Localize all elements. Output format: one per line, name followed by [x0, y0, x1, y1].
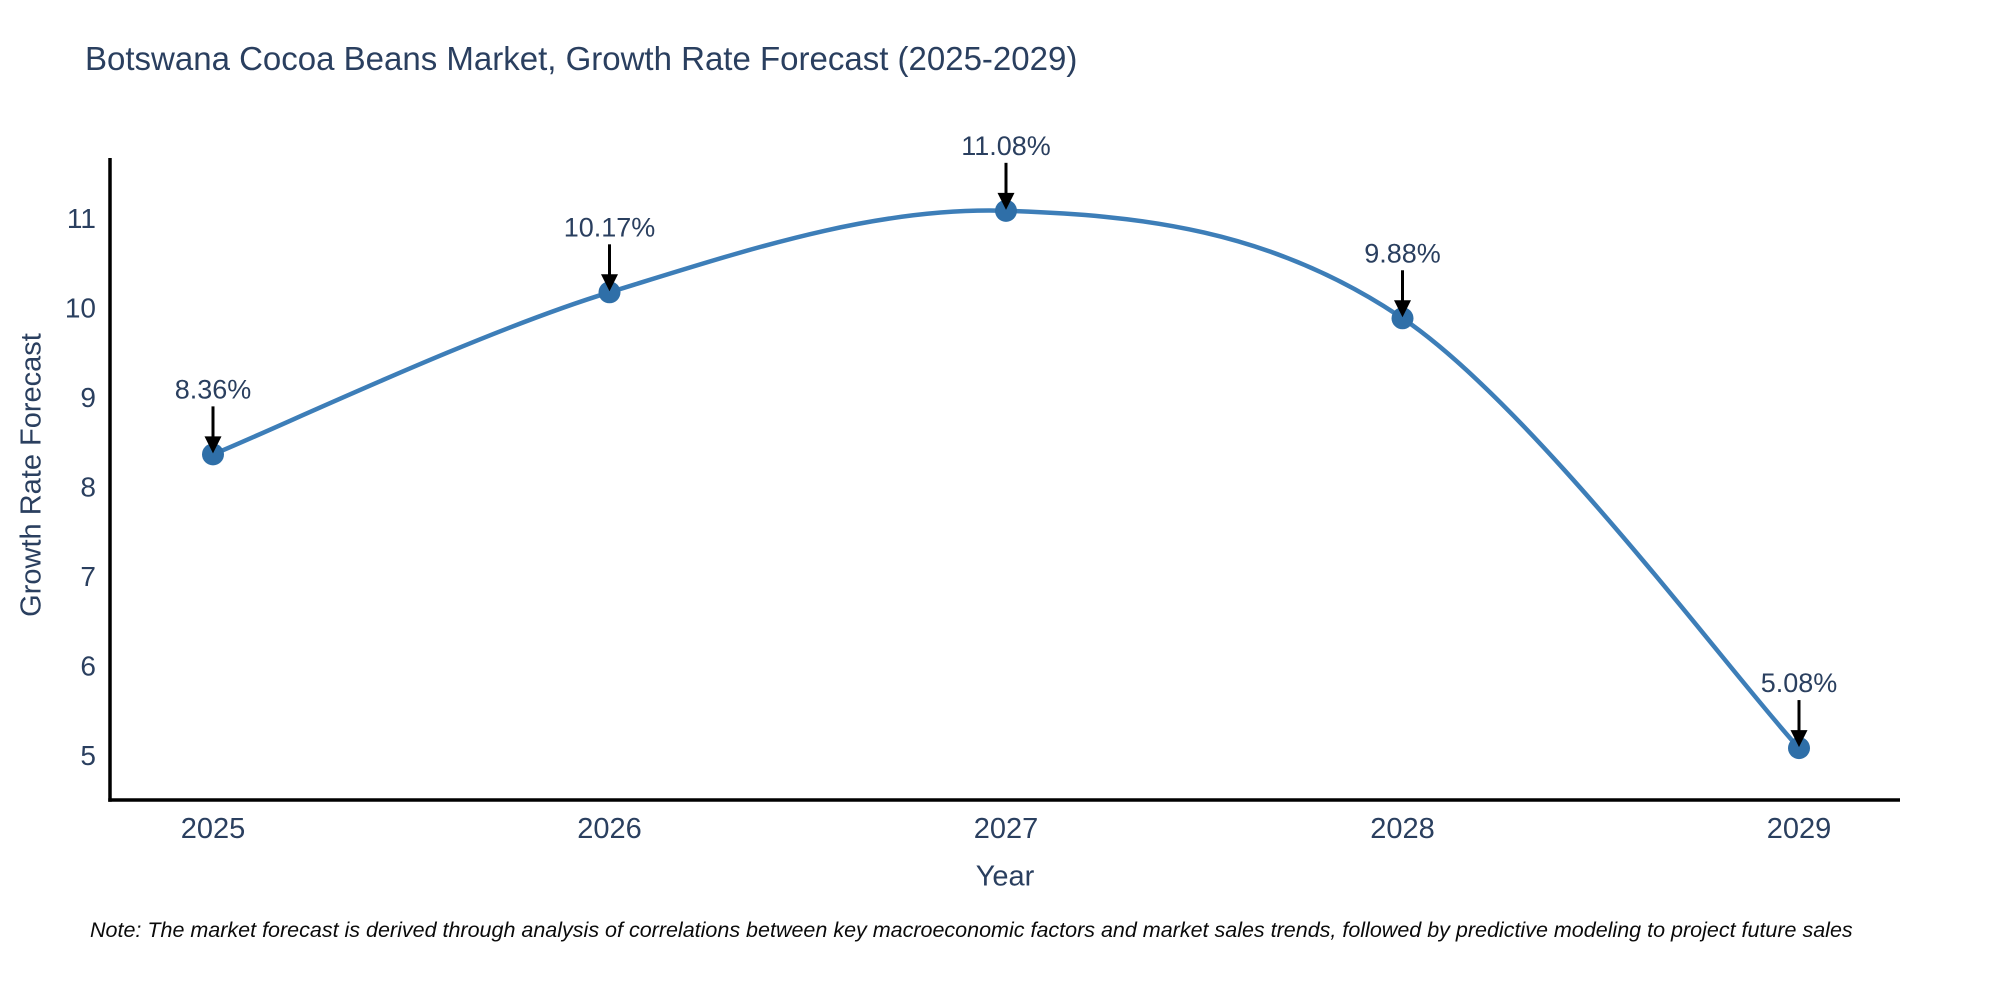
x-tick-label-2029: 2029 [1767, 813, 1832, 845]
y-tick-label-8: 8 [80, 472, 96, 503]
data-point-2026 [598, 281, 621, 304]
data-point-2025 [202, 443, 224, 466]
x-axis-title: Year [975, 860, 1035, 893]
annotation-label-2028: 9.88% [1364, 238, 1441, 268]
data-point-2029 [1788, 737, 1810, 760]
annotation-arrowhead-2027 [997, 192, 1015, 210]
x-tick-label-2025: 2025 [181, 813, 246, 845]
data-point-2028 [1391, 307, 1414, 330]
data-point-2027 [995, 199, 1017, 222]
annotation-label-2027: 11.08% [961, 131, 1051, 161]
y-tick-label-11: 11 [67, 203, 96, 234]
y-tick-label-6: 6 [80, 651, 96, 682]
annotation-arrowhead-2025 [204, 436, 222, 454]
series-line [210, 208, 1802, 751]
y-tick-label-10: 10 [65, 293, 96, 324]
footnote: Note: The market forecast is derived thr… [90, 918, 1853, 942]
annotation-arrowhead-2028 [1394, 300, 1411, 318]
annotation-label-2025: 8.36% [175, 374, 252, 404]
annotation-label-2026: 10.17% [564, 212, 656, 242]
y-tick-label-5: 5 [80, 740, 96, 771]
y-tick-label-7: 7 [80, 561, 96, 592]
x-tick-label-2028: 2028 [1370, 813, 1435, 845]
y-axis-title: Growth Rate Forecast [15, 333, 48, 617]
annotation-label-2029: 5.08% [1761, 668, 1838, 698]
annotation-arrowhead-2026 [601, 274, 618, 292]
y-tick-label-9: 9 [80, 382, 96, 413]
annotation-arrowhead-2029 [1790, 730, 1808, 748]
x-tick-label-2027: 2027 [974, 813, 1039, 845]
chart-title: Botswana Cocoa Beans Market, Growth Rate… [85, 40, 1078, 77]
x-tick-label-2026: 2026 [577, 813, 642, 845]
